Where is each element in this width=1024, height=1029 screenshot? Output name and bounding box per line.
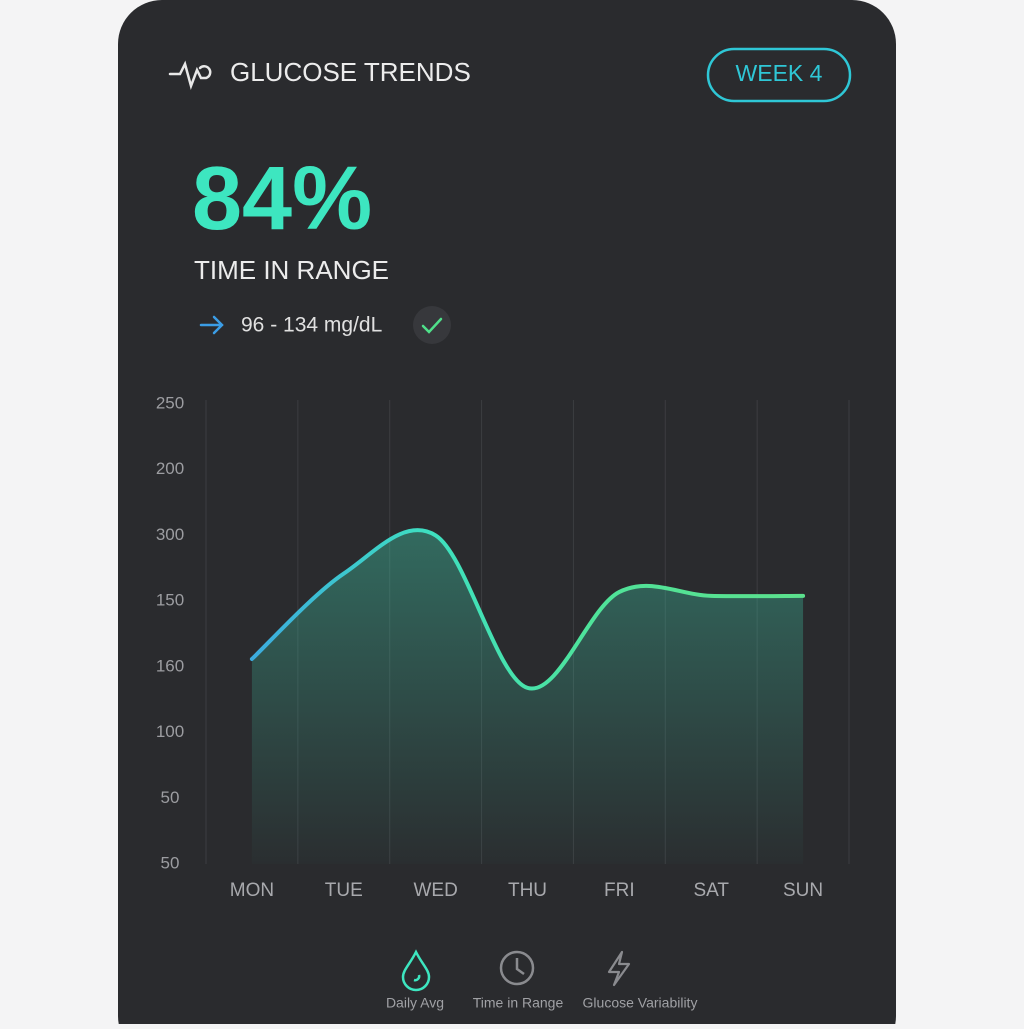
x-tick-label: WED <box>413 880 457 901</box>
y-tick-label: 150 <box>156 591 184 610</box>
y-tick-label: 50 <box>161 853 180 872</box>
chart: 50 50 100 160 150 300 200 250 MON TUE WED THU FRI SAT… <box>156 393 850 901</box>
arrow-icon <box>199 315 224 335</box>
y-tick-label: 160 <box>156 656 184 675</box>
nav-label[interactable]: Glucose Variability <box>583 995 698 1011</box>
clock-icon[interactable] <box>499 950 535 986</box>
nav-label[interactable]: Daily Avg <box>386 995 444 1011</box>
nav-label[interactable]: Time in Range <box>473 995 564 1011</box>
x-tick-label: MON <box>230 880 274 901</box>
time-in-range-label: TIME IN RANGE <box>194 255 389 285</box>
area-fill <box>251 530 804 864</box>
check-badge <box>413 306 451 344</box>
x-tick-label: TUE <box>325 880 363 901</box>
week-button-border[interactable] <box>706 47 852 103</box>
x-tick-label: THU <box>508 880 547 901</box>
y-tick-label: 250 <box>156 393 184 412</box>
y-tick-label: 50 <box>161 788 180 807</box>
clock-hands[interactable] <box>515 958 525 976</box>
glucose-line <box>249 528 806 691</box>
drop-icon[interactable] <box>401 949 431 992</box>
week-button[interactable]: WEEK 4 <box>706 47 852 103</box>
bolt-icon[interactable] <box>607 950 631 987</box>
x-tick-label: SUN <box>783 880 823 901</box>
y-tick-label: 300 <box>156 525 184 544</box>
range-text: 96 - 134 mg/dL <box>241 314 382 337</box>
y-tick-label: 200 <box>156 459 184 478</box>
y-tick-label: 100 <box>156 722 184 741</box>
pulse-icon <box>168 60 212 91</box>
x-tick-label: SAT <box>693 880 729 901</box>
check-icon <box>421 317 443 334</box>
time-in-range-value: 84% <box>192 149 372 249</box>
x-tick-label: FRI <box>604 880 635 901</box>
week-label[interactable]: WEEK 4 <box>736 60 823 86</box>
header-title: GLUCOSE TRENDS <box>230 57 471 87</box>
